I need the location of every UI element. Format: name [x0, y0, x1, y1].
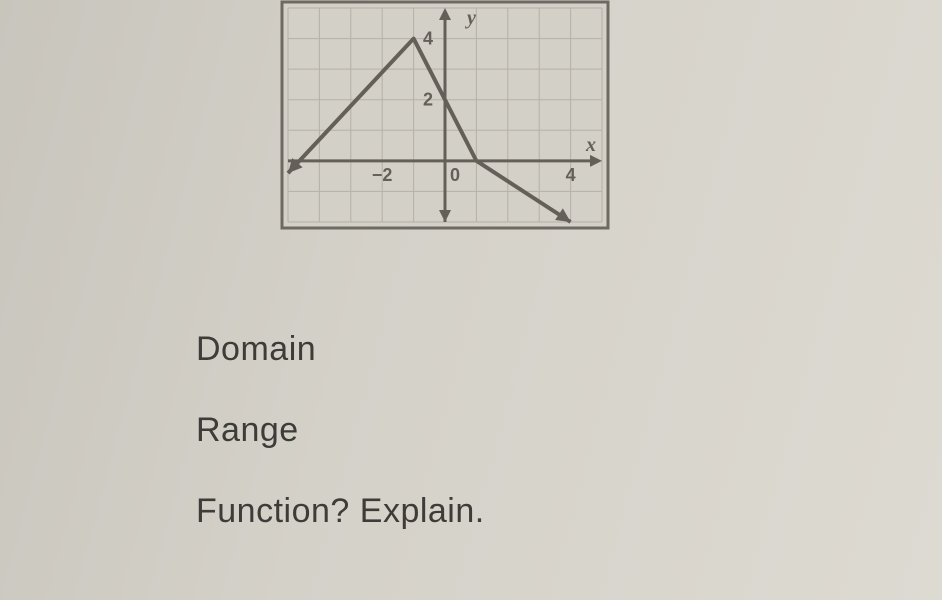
svg-text:x: x	[585, 134, 596, 156]
svg-text:y: y	[465, 7, 476, 29]
svg-text:−2: −2	[372, 165, 393, 185]
prompts-block: Domain Range Function? Explain.	[196, 330, 485, 573]
prompt-range: Range	[196, 411, 485, 450]
prompt-domain: Domain	[196, 330, 485, 369]
svg-text:2: 2	[423, 90, 433, 110]
svg-text:0: 0	[450, 165, 460, 185]
prompt-function: Function? Explain.	[196, 492, 485, 531]
svg-text:4: 4	[423, 29, 433, 49]
graph-container: y x −2 0 4 2 4	[280, 0, 610, 230]
svg-text:4: 4	[566, 165, 576, 185]
graph-svg: y x −2 0 4 2 4	[280, 0, 610, 230]
